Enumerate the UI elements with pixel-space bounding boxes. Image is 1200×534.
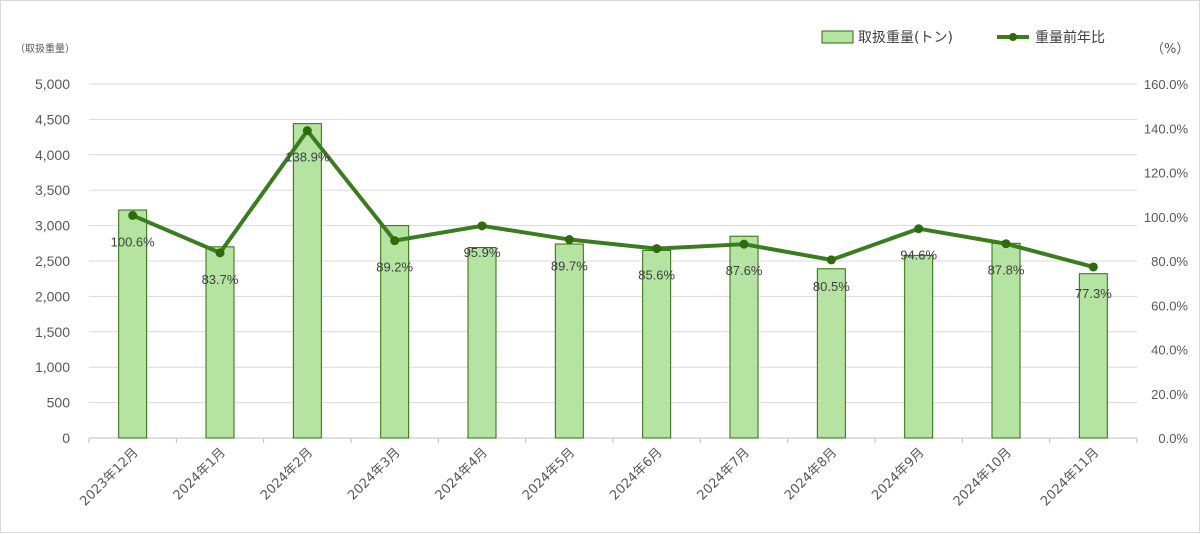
- bar: [380, 225, 410, 439]
- legend-bar-swatch: [821, 30, 854, 44]
- legend-line-label: 重量前年比: [1035, 29, 1105, 46]
- bar: [292, 123, 322, 439]
- category-label: 2024年1月: [171, 445, 229, 503]
- left-tick-label: 2,500: [35, 253, 70, 269]
- data-label: 100.6%: [111, 234, 156, 249]
- right-tick-label: 20.0%: [1151, 387, 1188, 402]
- line-series: [128, 126, 1098, 272]
- legend-line-marker: [1009, 33, 1017, 41]
- category-label: 2024年9月: [869, 445, 927, 503]
- category-label: 2024年3月: [345, 445, 403, 503]
- data-label: 87.6%: [726, 263, 763, 278]
- line-point: [564, 235, 574, 245]
- line-point: [302, 126, 312, 136]
- line-point: [128, 210, 138, 220]
- right-axis-unit: （%）: [1151, 42, 1189, 57]
- left-tick-label: 4,500: [35, 111, 70, 127]
- gridlines: [88, 83, 1138, 443]
- data-label: 83.7%: [202, 272, 239, 287]
- right-tick-label: 0.0%: [1158, 431, 1188, 446]
- right-tick-label: 160.0%: [1144, 77, 1189, 92]
- line-path: [131, 128, 1094, 269]
- data-label: 80.5%: [813, 279, 850, 294]
- data-label: 138.9%: [285, 150, 330, 165]
- bar: [729, 235, 759, 439]
- line-point: [652, 244, 662, 254]
- left-tick-label: 2,000: [35, 288, 70, 304]
- right-tick-label: 100.0%: [1144, 210, 1189, 225]
- line-point: [390, 236, 400, 246]
- right-tick-label: 140.0%: [1144, 121, 1189, 136]
- left-tick-label: 4,000: [35, 147, 70, 163]
- category-label: 2023年12月: [77, 445, 141, 509]
- bar-series: [118, 123, 1108, 439]
- category-label: 2024年11月: [1038, 445, 1102, 509]
- right-tick-label: 60.0%: [1151, 298, 1188, 313]
- data-label: 94.6%: [900, 248, 937, 263]
- right-axis-ticks: 0.0% 20.0% 40.0% 60.0% 80.0% 100.0% 120.0% 140.…: [1144, 77, 1189, 446]
- category-label: 2024年5月: [520, 445, 578, 503]
- bar: [467, 247, 497, 439]
- data-label: 77.3%: [1075, 286, 1112, 301]
- line-point: [826, 255, 836, 265]
- bar: [816, 268, 846, 439]
- left-tick-label: 3,500: [35, 182, 70, 198]
- line-point: [914, 224, 924, 234]
- left-tick-label: 5,000: [35, 76, 70, 92]
- category-label: 2024年6月: [607, 445, 665, 503]
- left-tick-label: 0: [62, 430, 70, 446]
- line-point: [215, 248, 225, 258]
- line-point: [1001, 239, 1011, 249]
- data-label: 95.9%: [464, 245, 501, 260]
- bar: [205, 246, 235, 439]
- left-axis-unit: （取扱重量）: [15, 42, 75, 55]
- data-labels: 100.6% 83.7% 138.9% 89.2% 95.9% 89.7% 85.6% 87.…: [111, 150, 1113, 301]
- data-label: 87.8%: [988, 263, 1025, 278]
- left-tick-label: 3,000: [35, 218, 70, 234]
- legend-bar-label: 取扱重量(トン): [858, 30, 953, 46]
- category-label: 2024年2月: [258, 445, 316, 503]
- bar: [1078, 273, 1108, 439]
- category-label: 2024年10月: [951, 445, 1015, 509]
- category-label: 2024年7月: [695, 445, 753, 503]
- bar: [904, 254, 934, 439]
- left-axis-ticks: 0 500 1,000 1,500 2,000 2,500 3,000 3,500 4,000 4…: [35, 76, 70, 446]
- category-label: 2024年8月: [782, 445, 840, 503]
- line-point: [739, 239, 749, 249]
- data-label: 85.6%: [638, 268, 675, 283]
- line-point: [1088, 262, 1098, 272]
- legend: 取扱重量(トン) 重量前年比: [821, 29, 1105, 46]
- left-tick-label: 1,500: [35, 324, 70, 340]
- category-label: 2024年4月: [433, 445, 491, 503]
- category-axis-labels: 2023年12月 2024年1月 2024年2月 2024年3月 2024年4月 2024…: [77, 445, 1102, 509]
- right-tick-label: 40.0%: [1151, 343, 1188, 358]
- line-point: [477, 221, 487, 231]
- left-tick-label: 500: [47, 395, 71, 411]
- bar: [118, 209, 148, 439]
- data-label: 89.2%: [376, 260, 413, 275]
- right-tick-label: 120.0%: [1144, 166, 1189, 181]
- right-tick-label: 80.0%: [1151, 254, 1188, 269]
- data-label: 89.7%: [551, 259, 588, 274]
- left-tick-label: 1,000: [35, 359, 70, 375]
